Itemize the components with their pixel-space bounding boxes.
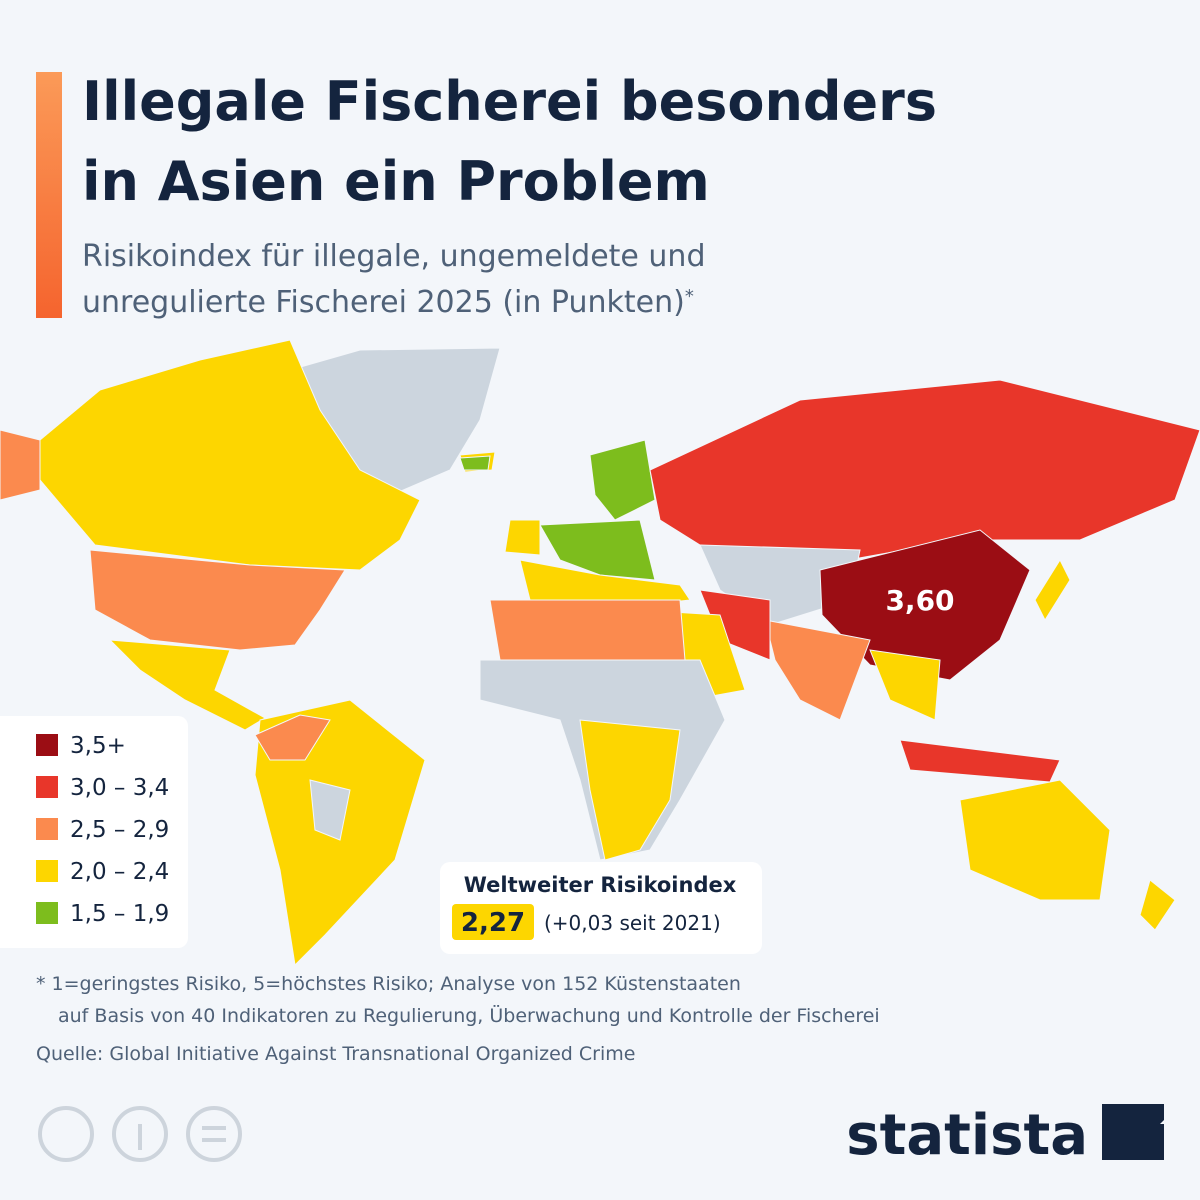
region bbox=[869, 649, 941, 721]
region bbox=[459, 455, 491, 471]
title-line: Illegale Fischerei besonders bbox=[82, 70, 937, 133]
legend-label: 2,0 – 2,4 bbox=[70, 859, 169, 885]
index-change: (+0,03 seit 2021) bbox=[544, 911, 721, 935]
region bbox=[699, 544, 861, 626]
region bbox=[764, 619, 871, 721]
legend-swatch bbox=[36, 734, 58, 756]
region bbox=[1034, 558, 1071, 622]
index-title: Weltweiter Risikoindex bbox=[464, 873, 737, 897]
region bbox=[254, 714, 331, 761]
region bbox=[0, 429, 41, 501]
footnote-line: auf Basis von 40 Indikatoren zu Regulier… bbox=[58, 1004, 880, 1027]
region bbox=[589, 439, 656, 521]
world-map bbox=[0, 339, 1200, 967]
region bbox=[504, 519, 541, 556]
source: Quelle: Global Initiative Against Transn… bbox=[36, 1043, 635, 1065]
legend-label: 3,5+ bbox=[70, 733, 126, 759]
region bbox=[1139, 879, 1176, 931]
legend-label: 1,5 – 1,9 bbox=[70, 901, 169, 927]
legend: 3,5+ 3,0 – 3,4 2,5 – 2,9 2,0 – 2,4 1,5 – 1,9 bbox=[36, 733, 169, 927]
brand: statista bbox=[846, 1103, 1088, 1168]
region bbox=[539, 519, 656, 581]
title-line: in Asien ein Problem bbox=[82, 150, 710, 213]
region bbox=[649, 379, 1200, 566]
legend-swatch bbox=[36, 776, 58, 798]
map-callout: 3,60 bbox=[885, 584, 954, 617]
region bbox=[309, 779, 351, 841]
region bbox=[819, 529, 1031, 681]
legend-label: 2,5 – 2,9 bbox=[70, 817, 169, 843]
subtitle-line: Risikoindex für illegale, ungemeldete un… bbox=[82, 239, 705, 274]
footnote-line: * 1=geringstes Risiko, 5=höchstes Risiko… bbox=[36, 973, 741, 995]
legend-box bbox=[0, 716, 188, 948]
index-value-bg bbox=[452, 904, 534, 940]
region bbox=[108, 639, 266, 731]
legend-swatch bbox=[36, 818, 58, 840]
region bbox=[89, 549, 346, 651]
index-value: 2,27 bbox=[461, 908, 525, 938]
legend-swatch bbox=[36, 902, 58, 924]
brand-logo bbox=[1102, 1104, 1164, 1160]
region bbox=[489, 599, 686, 661]
license-icons bbox=[38, 1106, 242, 1162]
legend-swatch bbox=[36, 860, 58, 882]
region bbox=[579, 719, 681, 861]
subtitle-line: unregulierte Fischerei 2025 (in Punkten)… bbox=[82, 285, 694, 320]
legend-label: 3,0 – 3,4 bbox=[70, 775, 169, 801]
region bbox=[959, 779, 1111, 901]
accent-bar bbox=[36, 72, 62, 318]
